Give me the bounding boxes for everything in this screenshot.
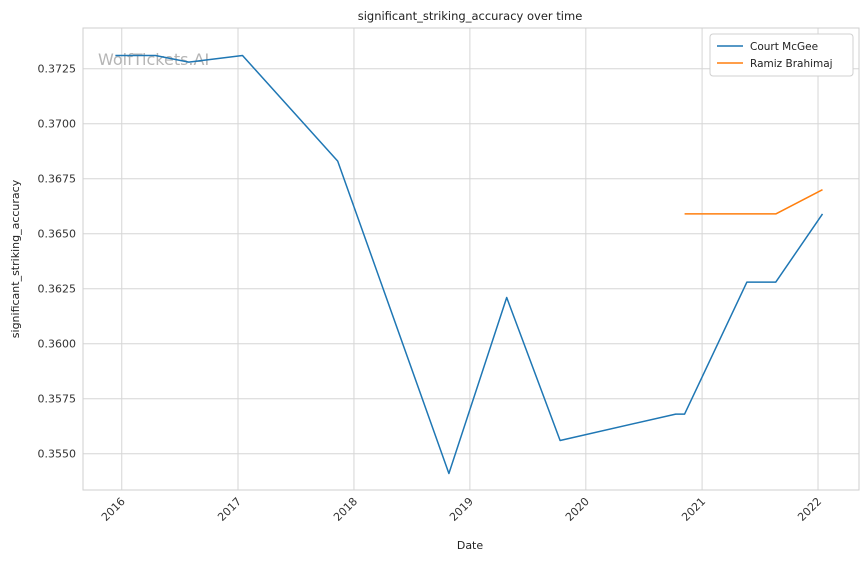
x-tick-label: 2022 [795, 495, 824, 524]
data-point [115, 55, 117, 57]
data-point [506, 297, 508, 299]
x-axis-ticks: 2016 2017 2018 2019 2020 2021 2022 [99, 495, 824, 524]
y-tick-label: 0.3725 [38, 63, 77, 76]
y-tick-label: 0.3650 [38, 228, 77, 241]
grid [83, 28, 859, 490]
data-point [822, 213, 824, 215]
legend: Court McGee Ramiz Brahimaj [709, 33, 854, 77]
legend-label: Court McGee [750, 41, 818, 53]
x-tick-label: 2016 [99, 495, 128, 524]
data-point [775, 281, 777, 283]
legend-label: Ramiz Brahimaj [750, 58, 833, 70]
data-point [337, 160, 339, 162]
watermark: WolfTickets.AI [98, 50, 209, 69]
data-point [822, 189, 824, 191]
data-point [684, 213, 686, 215]
data-point [746, 281, 748, 283]
y-tick-label: 0.3700 [38, 118, 77, 131]
series-line-ramiz-brahimaj [684, 189, 823, 215]
y-axis-label: significant_striking_accuracy [9, 179, 22, 338]
series-line-court-mcgee [115, 54, 824, 475]
y-tick-label: 0.3550 [38, 448, 77, 461]
x-axis-label: Date [457, 539, 484, 552]
data-point [448, 473, 450, 475]
y-tick-label: 0.3625 [38, 283, 77, 296]
plot-frame [82, 27, 860, 491]
data-point [684, 413, 686, 415]
y-tick-label: 0.3675 [38, 173, 77, 186]
x-tick-label: 2021 [679, 495, 708, 524]
data-point [675, 413, 677, 415]
y-tick-label: 0.3600 [38, 338, 77, 351]
x-tick-label: 2020 [563, 495, 592, 524]
data-point [242, 55, 244, 57]
x-tick-label: 2019 [447, 495, 476, 524]
data-point [559, 440, 561, 442]
x-tick-label: 2018 [331, 495, 360, 524]
data-point [188, 61, 190, 63]
data-point [155, 55, 157, 57]
chart-title: significant_striking_accuracy over time [358, 9, 583, 23]
x-tick-label: 2017 [215, 495, 244, 524]
y-axis-ticks: 0.3550 0.3575 0.3600 0.3625 0.3650 0.3675 0.37… [38, 63, 77, 461]
data-point [775, 213, 777, 215]
series-layer [115, 54, 824, 475]
legend-box [709, 33, 854, 77]
y-tick-label: 0.3575 [38, 393, 77, 406]
